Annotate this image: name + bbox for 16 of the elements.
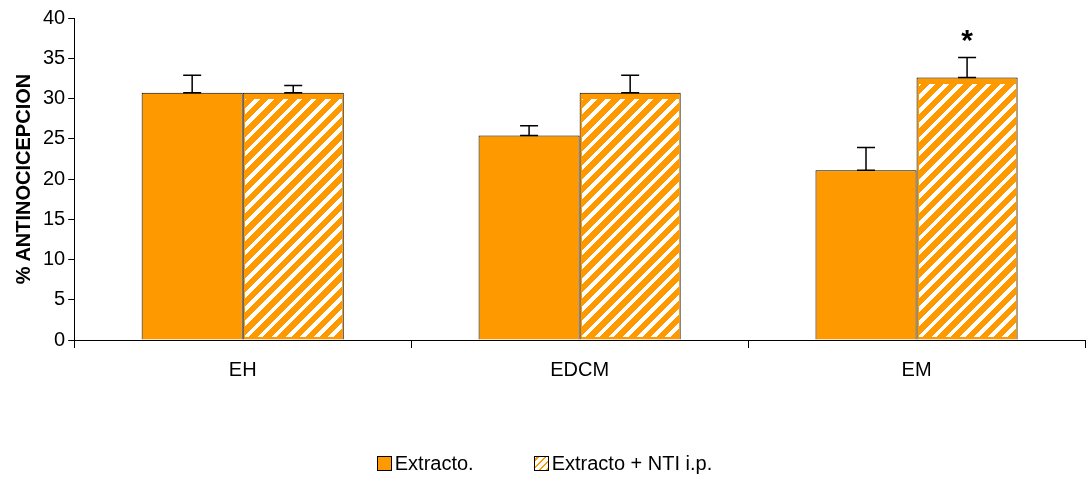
- annotation: *: [961, 22, 974, 56]
- y-tick-label: 35: [43, 45, 66, 68]
- y-tick-label: 30: [43, 86, 66, 109]
- y-tick-label: 0: [54, 327, 66, 350]
- y-tick-label: 15: [43, 206, 66, 229]
- y-axis-title: % ANTINOCICEPCION: [11, 73, 34, 285]
- y-tick-label: 10: [43, 247, 66, 270]
- x-tick-label: EH: [228, 357, 257, 380]
- x-tick-label: EDCM: [550, 357, 610, 380]
- y-tick-label: 40: [43, 5, 66, 28]
- y-tick-label: 25: [43, 126, 66, 149]
- legend-label: Extracto.: [394, 452, 474, 475]
- legend-label: Extracto + NTI i.p.: [551, 452, 713, 475]
- y-tick-label: 5: [54, 287, 66, 310]
- x-tick-label: EM: [901, 357, 932, 380]
- y-tick-label: 20: [43, 166, 66, 189]
